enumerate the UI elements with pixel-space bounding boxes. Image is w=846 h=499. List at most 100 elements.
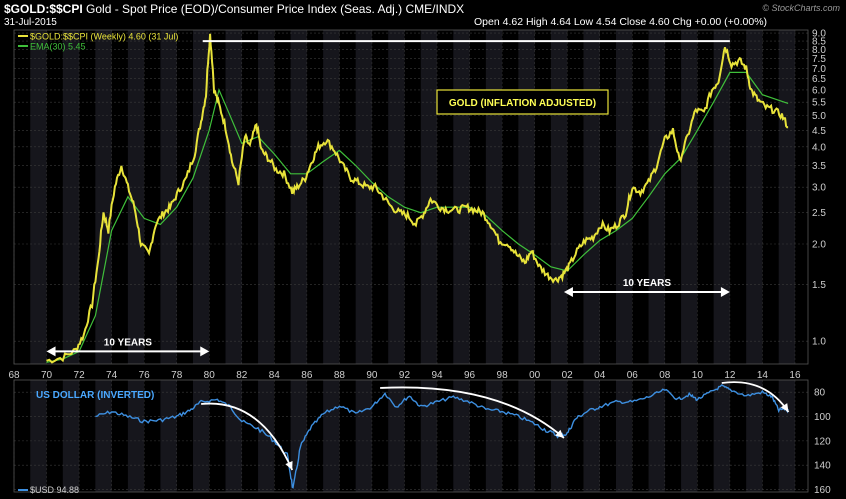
year-band	[453, 380, 470, 492]
arrow-head-right	[720, 287, 730, 298]
year-band	[192, 380, 210, 492]
x-tick-label: 78	[171, 370, 183, 381]
y-tick-label: 8.5	[812, 37, 826, 48]
year-band	[420, 380, 438, 492]
y-tick-label: 3.0	[812, 183, 826, 194]
quote-summary: Open 4.62 High 4.64 Low 4.54 Close 4.60 …	[474, 16, 768, 28]
year-band	[160, 380, 177, 492]
year-band	[355, 380, 372, 492]
year-band	[713, 380, 730, 492]
year-band	[388, 380, 405, 492]
x-tick-label: 80	[204, 370, 216, 381]
ema-series-line	[46, 71, 789, 363]
x-tick-label: 92	[399, 370, 411, 381]
ten-years-label: 10 YEARS	[104, 337, 153, 348]
year-band	[258, 30, 275, 364]
x-tick-label: 06	[627, 370, 639, 381]
description-label: Gold - Spot Price (EOD)/Consumer Price I…	[86, 2, 403, 16]
y-tick-label: 7.5	[812, 54, 826, 65]
arrow-head-left	[563, 287, 573, 298]
y-tick-label: 6.5	[812, 74, 826, 85]
usd-panel-title: US DOLLAR (INVERTED)	[36, 390, 154, 401]
year-band	[192, 30, 210, 364]
gold-label-text: GOLD (INFLATION ADJUSTED)	[449, 98, 596, 109]
year-band	[127, 30, 145, 364]
usd-trend-arrow	[721, 381, 790, 413]
year-band	[95, 30, 112, 364]
gold-label-box	[436, 89, 609, 115]
x-tick-label: 70	[41, 370, 53, 381]
date-label: 31-Jul-2015	[4, 17, 57, 28]
x-tick-label: 96	[464, 370, 476, 381]
x-tick-label: 98	[497, 370, 509, 381]
year-band	[290, 30, 307, 364]
year-band	[778, 30, 795, 364]
year-band	[583, 30, 600, 364]
usd-y-tick-label: 120	[814, 436, 831, 447]
x-tick-label: 02	[562, 370, 574, 381]
usd-trend-arrow-head	[285, 461, 293, 470]
y-tick-label: 1.5	[812, 280, 826, 291]
year-band	[746, 380, 763, 492]
year-band	[648, 30, 665, 364]
usd-y-tick-label: 80	[814, 388, 826, 399]
y-tick-label: 1.0	[812, 337, 826, 348]
usd-trend-arrow-head	[555, 429, 564, 438]
x-tick-label: 04	[594, 370, 606, 381]
legend-entry: EMA(30) 5.45	[30, 42, 86, 52]
y-tick-label: 2.5	[812, 208, 826, 219]
year-band	[681, 30, 698, 364]
year-band	[453, 30, 470, 364]
x-tick-label: 84	[269, 370, 281, 381]
year-band	[95, 380, 112, 492]
year-band	[616, 30, 633, 364]
gold-series-line	[46, 33, 789, 364]
x-tick-label: 14	[757, 370, 769, 381]
y-tick-label: 7.0	[812, 64, 826, 75]
main-panel-border	[13, 29, 809, 365]
year-band	[355, 30, 372, 364]
year-band	[323, 30, 340, 364]
x-tick-label: 72	[74, 370, 86, 381]
x-tick-label: 76	[139, 370, 151, 381]
year-band	[713, 30, 730, 364]
arrow-head-right	[200, 346, 210, 357]
y-tick-label: 8.0	[812, 45, 826, 56]
year-band	[323, 380, 340, 492]
year-band	[30, 30, 47, 364]
year-band	[583, 380, 600, 492]
x-tick-label: 88	[334, 370, 346, 381]
x-tick-label: 16	[789, 370, 801, 381]
usd-panel-border	[13, 379, 809, 493]
year-band	[62, 380, 80, 492]
usd-y-tick-label: 160	[814, 485, 831, 496]
arrow-head-left	[46, 346, 56, 357]
year-band	[778, 380, 795, 492]
x-tick-label: 82	[236, 370, 248, 381]
year-band	[420, 30, 438, 364]
y-tick-label: 2.0	[812, 240, 826, 251]
year-band	[681, 380, 698, 492]
year-band	[485, 30, 503, 364]
y-tick-label: 3.5	[812, 161, 826, 172]
year-band	[290, 380, 307, 492]
usd-trend-arrow	[201, 402, 294, 471]
year-band	[485, 380, 503, 492]
year-band	[518, 30, 535, 364]
year-band	[388, 30, 405, 364]
x-tick-label: 94	[431, 370, 443, 381]
y-tick-label: 5.0	[812, 111, 826, 122]
year-band	[616, 380, 633, 492]
usd-legend-entry: $USD 94.88	[30, 485, 79, 495]
year-band	[160, 30, 177, 364]
y-tick-label: 4.5	[812, 126, 826, 137]
x-tick-label: 12	[724, 370, 736, 381]
usd-trend-arrow	[380, 386, 565, 439]
usd-y-tick-label: 140	[814, 461, 831, 472]
x-tick-label: 08	[659, 370, 671, 381]
year-band	[62, 30, 80, 364]
x-tick-label: 00	[529, 370, 541, 381]
y-tick-label: 6.0	[812, 85, 826, 96]
year-band	[225, 380, 242, 492]
x-tick-label: 10	[692, 370, 704, 381]
